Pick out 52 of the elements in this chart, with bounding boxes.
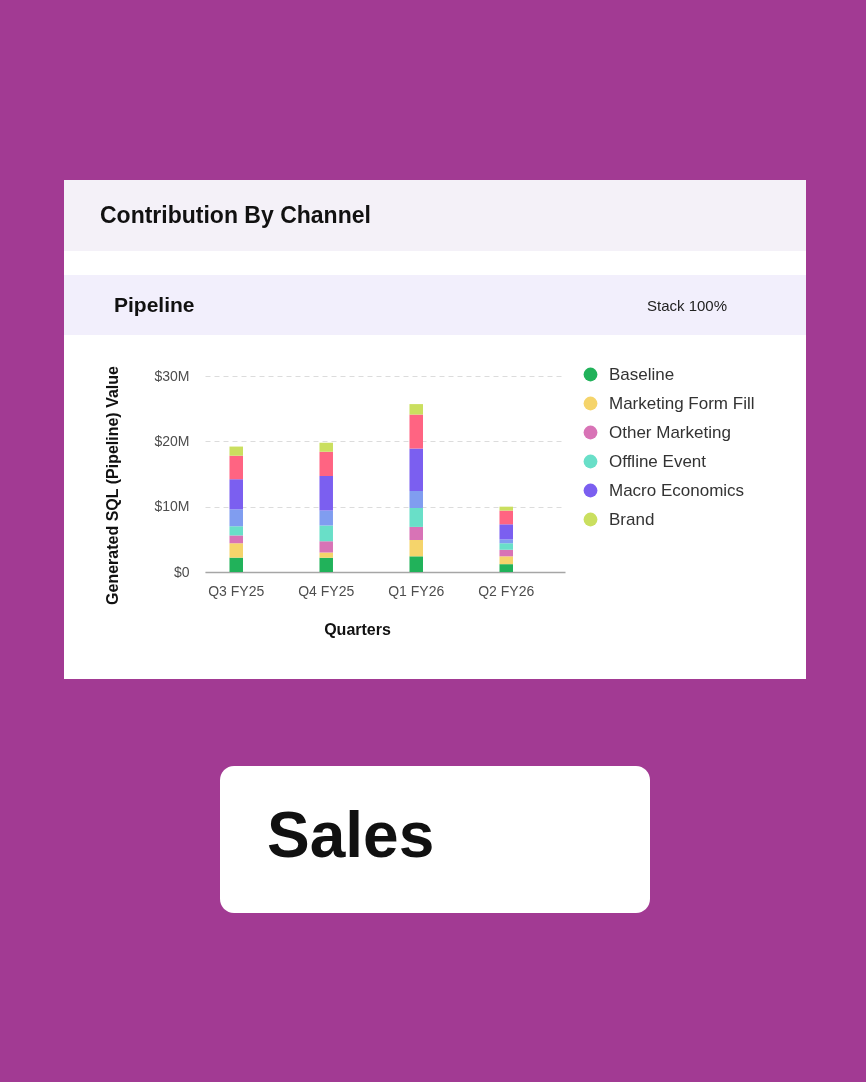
y-axis-title: Generated SQL (Pipeline) Value [103, 365, 121, 605]
y-tick-label: $0 [173, 563, 190, 580]
bar [409, 556, 423, 572]
bar [229, 446, 243, 456]
legend-label: Brand [609, 509, 655, 529]
bar [499, 549, 513, 557]
bar [319, 451, 333, 476]
bar [229, 479, 243, 510]
bar [409, 507, 423, 527]
y-tick-label: $10M [154, 498, 190, 515]
x-tick-label: Q3 FY25 [208, 582, 265, 599]
bar [499, 564, 513, 572]
bar [409, 539, 423, 557]
bar [409, 448, 423, 491]
bar [229, 557, 243, 572]
bar [229, 455, 243, 480]
text: Stack 100% [646, 297, 727, 314]
bar [229, 535, 243, 544]
bar [319, 541, 333, 553]
legend-label: Marketing Form Fill [609, 393, 755, 413]
y-tick-label: $20M [154, 432, 190, 449]
chart-subtitle: Pipeline [114, 293, 195, 316]
bar [409, 490, 423, 508]
bar [499, 506, 513, 511]
y-tick-label: $30M [154, 367, 190, 384]
bar [499, 539, 513, 544]
x-axis-title: Quarters [324, 620, 391, 638]
bar [319, 552, 333, 558]
bar [319, 557, 333, 572]
legend-label: Baseline [609, 364, 675, 384]
text: Sales [267, 799, 435, 871]
bar [229, 509, 243, 527]
bar [319, 475, 333, 511]
bar [319, 442, 333, 452]
legend-label: Macro Economics [609, 480, 745, 500]
x-tick-label: Q2 FY26 [478, 582, 535, 599]
bar [229, 543, 243, 558]
legend-label: Offline Event [609, 451, 707, 471]
bar [409, 526, 423, 540]
chart-title: Contribution By Channel [100, 202, 371, 228]
bar [499, 524, 513, 540]
bar [409, 414, 423, 449]
bar [499, 510, 513, 525]
bar [319, 510, 333, 526]
bar [319, 525, 333, 542]
legend-label: Other Marketing [609, 422, 731, 442]
x-tick-label: Q4 FY25 [298, 582, 355, 599]
x-tick-label: Q1 FY26 [388, 582, 445, 599]
bar [499, 543, 513, 550]
bar [229, 526, 243, 536]
bar [409, 404, 423, 415]
bar [499, 556, 513, 565]
